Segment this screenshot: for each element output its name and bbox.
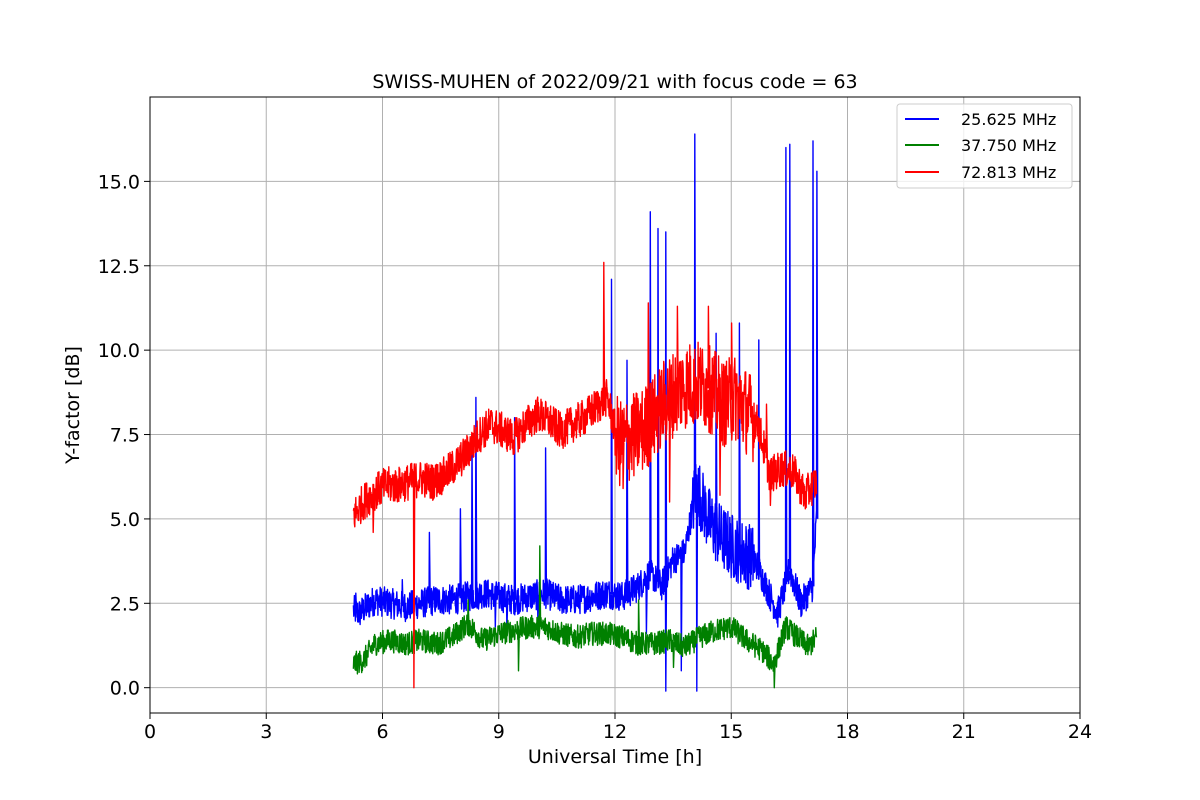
x-tick-label: 3 bbox=[260, 721, 272, 743]
legend: 25.625 MHz 37.750 MHz 72.813 MHz bbox=[896, 103, 1073, 189]
legend-box bbox=[896, 103, 1073, 189]
y-tick-label: 2.5 bbox=[110, 593, 140, 615]
y-tick-label: 7.5 bbox=[110, 425, 140, 447]
legend-label-72813: 72.813 MHz bbox=[961, 163, 1056, 182]
x-tick-label: 0 bbox=[144, 721, 156, 743]
x-tick-label: 9 bbox=[493, 721, 505, 743]
x-tick-label: 24 bbox=[1068, 721, 1092, 743]
chart-title: SWISS-MUHEN of 2022/09/21 with focus cod… bbox=[372, 71, 857, 93]
y-tick-label: 12.5 bbox=[98, 256, 140, 278]
y-tick-label: 10.0 bbox=[98, 340, 140, 362]
series-line-72813 bbox=[352, 261, 818, 689]
y-tick-label: 5.0 bbox=[110, 509, 140, 531]
series-line-37750 bbox=[352, 545, 818, 689]
x-tick-label: 15 bbox=[719, 721, 743, 743]
grid-lines bbox=[149, 97, 1081, 713]
x-tick-label: 18 bbox=[835, 721, 859, 743]
y-tick-label: 15.0 bbox=[98, 171, 140, 193]
x-axis-label: Universal Time [h] bbox=[528, 746, 702, 768]
x-tick-label: 21 bbox=[952, 721, 976, 743]
y-axis-label: Y-factor [dB] bbox=[62, 346, 84, 465]
legend-label-25625: 25.625 MHz bbox=[961, 110, 1056, 129]
legend-label-37750: 37.750 MHz bbox=[961, 136, 1056, 155]
x-tick-label: 6 bbox=[376, 721, 388, 743]
ticks: 0 3 6 9 12 15 18 21 24 0.0 2.5 5.0 7.5 10.0 12.5 15.0 bbox=[98, 171, 1092, 743]
y-tick-label: 0.0 bbox=[110, 678, 140, 700]
x-tick-label: 12 bbox=[603, 721, 627, 743]
series-layer bbox=[352, 133, 819, 692]
